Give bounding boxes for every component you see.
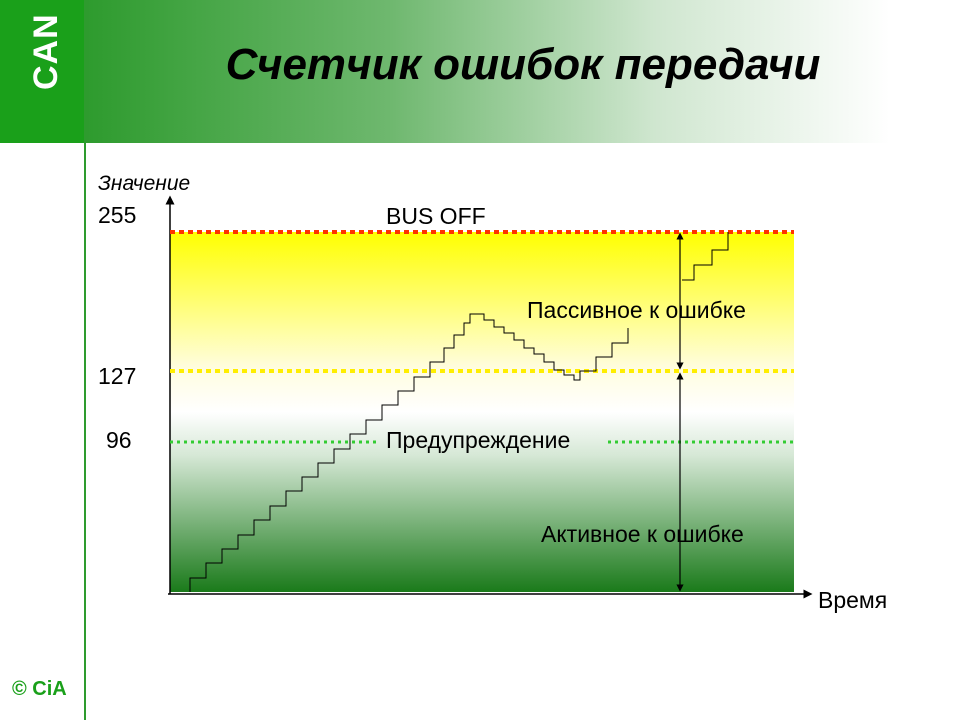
logo-box: CAN <box>0 0 85 143</box>
header-banner <box>86 0 960 143</box>
cia-copyright: © CiA <box>12 678 67 700</box>
level-255-label: 255 <box>98 202 136 228</box>
page-title: Счетчик ошибок передачи <box>225 40 821 89</box>
counter-trace <box>189 313 629 592</box>
y-axis-label: Значение <box>98 172 190 195</box>
warning-label: Предупреждение <box>386 427 570 453</box>
counter-trace-top <box>682 232 729 281</box>
error-active-label: Активное к ошибке <box>541 521 744 547</box>
left-divider <box>84 0 86 720</box>
level-96-label: 96 <box>106 427 132 453</box>
level-127-label: 127 <box>98 363 136 389</box>
bus-off-label: BUS OFF <box>386 203 486 229</box>
error-passive-label: Пассивное к ошибке <box>527 297 746 323</box>
x-axis-label: Время <box>818 587 887 613</box>
plot-background <box>170 232 794 592</box>
